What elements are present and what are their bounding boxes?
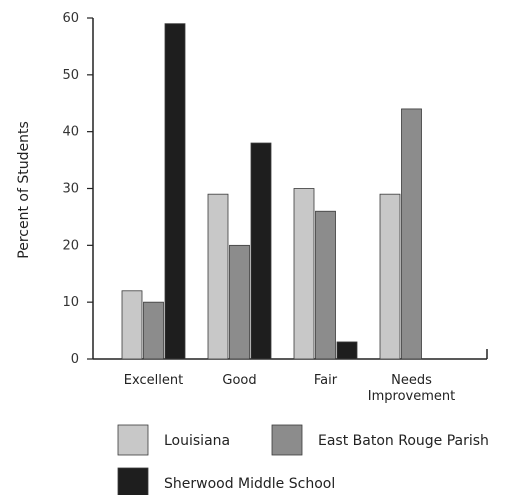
legend-label-louisiana: Louisiana	[164, 433, 230, 449]
bar-louisiana-1	[207, 193, 229, 360]
y-tick-label: 60	[62, 11, 79, 26]
category-label: Good	[222, 373, 256, 388]
bar-east-baton-rouge-parish-2	[315, 210, 336, 360]
legend: Louisiana East Baton Rouge Parish Sherwood…	[117, 424, 489, 495]
bar-east-baton-rouge-parish-1	[229, 244, 250, 360]
y-tick-label: 50	[62, 68, 79, 83]
y-tick-label: 30	[62, 182, 79, 197]
legend-label-sherwood-middle-school: Sherwood Middle School	[164, 476, 335, 492]
category-label: Improvement	[368, 389, 455, 404]
category-label: Needs	[391, 373, 432, 388]
bar-east-baton-rouge-parish-0	[143, 301, 164, 360]
bar-sherwood-middle-school-2	[336, 341, 358, 360]
legend-swatch-louisiana	[117, 424, 149, 456]
bars	[121, 23, 422, 360]
bar-louisiana-3	[379, 193, 401, 360]
legend-label-east-baton-rouge-parish: East Baton Rouge Parish	[318, 433, 489, 449]
y-tick-label: 10	[62, 295, 79, 310]
y-tick-label: 0	[71, 352, 79, 367]
y-tick-label: 40	[62, 125, 79, 140]
y-axis-title: Percent of Students	[16, 121, 32, 258]
y-tick-label: 20	[62, 238, 79, 253]
y-ticks: 0 10 20 30 40 50 60	[62, 11, 93, 367]
bar-east-baton-rouge-parish-3	[401, 108, 422, 360]
bar-louisiana-0	[121, 290, 143, 360]
legend-swatch-sherwood-middle-school	[117, 467, 149, 495]
bar-louisiana-2	[293, 188, 315, 360]
category-label: Fair	[314, 373, 338, 388]
bar-sherwood-middle-school-0	[164, 23, 186, 360]
category-label: Excellent	[124, 373, 183, 388]
bar-sherwood-middle-school-1	[250, 142, 272, 360]
legend-swatch-east-baton-rouge-parish	[271, 424, 303, 456]
